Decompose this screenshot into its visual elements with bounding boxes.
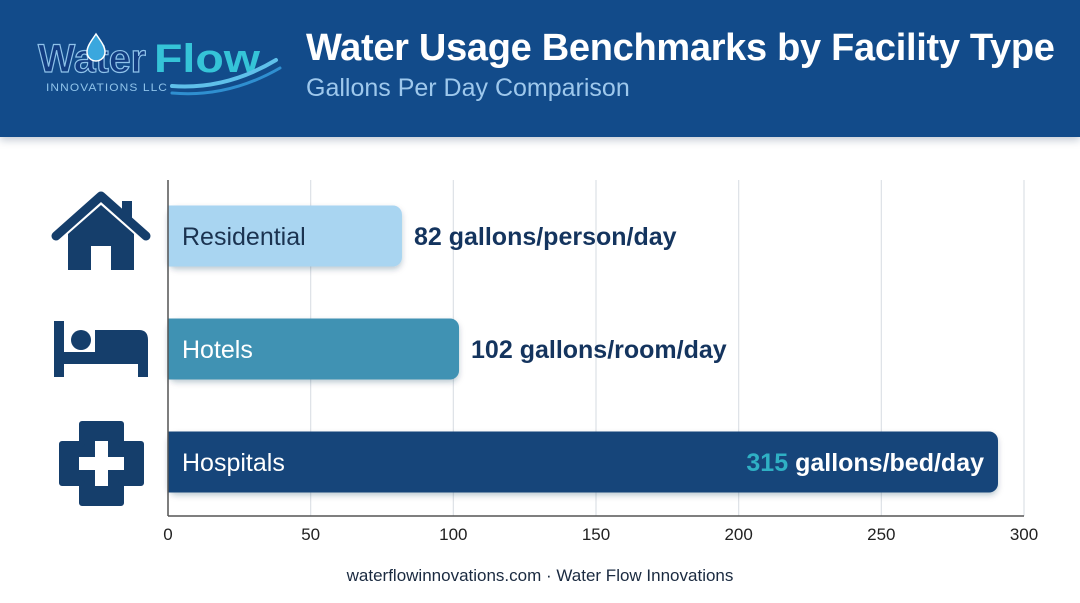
x-tick-label: 250 xyxy=(867,525,895,544)
value-unit: gallons/room/day xyxy=(513,336,727,364)
bar-left-edge xyxy=(168,205,180,267)
x-tick-label: 0 xyxy=(163,525,172,544)
bar-hotels xyxy=(168,318,460,380)
bar-layer: Residential 82 gallons/person/day Hotels 10… xyxy=(168,205,998,493)
house-icon xyxy=(51,191,151,270)
x-tick-label: 200 xyxy=(724,525,752,544)
logo-water-drop-icon xyxy=(86,32,106,62)
value-unit: gallons/bed/day xyxy=(788,449,984,477)
value-label: 315 gallons/bed/day xyxy=(746,449,984,477)
value-number: 82 xyxy=(414,223,442,251)
bar-left-edge xyxy=(168,318,180,380)
bar-left-edge xyxy=(168,431,180,493)
page-subtitle: Gallons Per Day Comparison xyxy=(306,74,630,102)
axis-layer: 0 50 100 150 200 250 300 xyxy=(163,180,1038,544)
footer-credit: waterflowinnovations.com · Water Flow In… xyxy=(346,566,734,585)
logo-wave-2 xyxy=(170,66,282,96)
value-label: 82 gallons/person/day xyxy=(414,223,677,251)
bar-chart: Residential 82 gallons/person/day Hotels 10… xyxy=(51,180,1038,544)
bar-residential xyxy=(168,205,402,267)
category-label: Hospitals xyxy=(182,449,285,477)
header-banner: Water Flow INNOVATIONS LLC Water Usage B… xyxy=(0,0,1080,137)
x-tick-label: 150 xyxy=(582,525,610,544)
logo-word-flow: Flow xyxy=(154,37,261,81)
medical-cross-icon xyxy=(59,421,144,506)
x-tick-label: 300 xyxy=(1010,525,1038,544)
company-logo: Water Flow INNOVATIONS LLC xyxy=(37,32,282,96)
icon-layer xyxy=(51,191,151,506)
category-label: Hotels xyxy=(182,336,253,364)
value-number: 315 xyxy=(746,449,788,477)
value-unit: gallons/person/day xyxy=(442,223,677,251)
logo-tagline: INNOVATIONS LLC xyxy=(46,82,168,94)
value-label: 102 gallons/room/day xyxy=(471,336,727,364)
page-title: Water Usage Benchmarks by Facility Type xyxy=(306,27,1055,69)
bed-icon xyxy=(54,321,148,377)
category-label: Residential xyxy=(182,223,306,251)
value-number: 102 xyxy=(471,336,513,364)
bar-hospitals xyxy=(168,431,998,493)
logo-wave-1 xyxy=(170,58,278,89)
x-tick-label: 100 xyxy=(439,525,467,544)
x-tick-label: 50 xyxy=(301,525,320,544)
